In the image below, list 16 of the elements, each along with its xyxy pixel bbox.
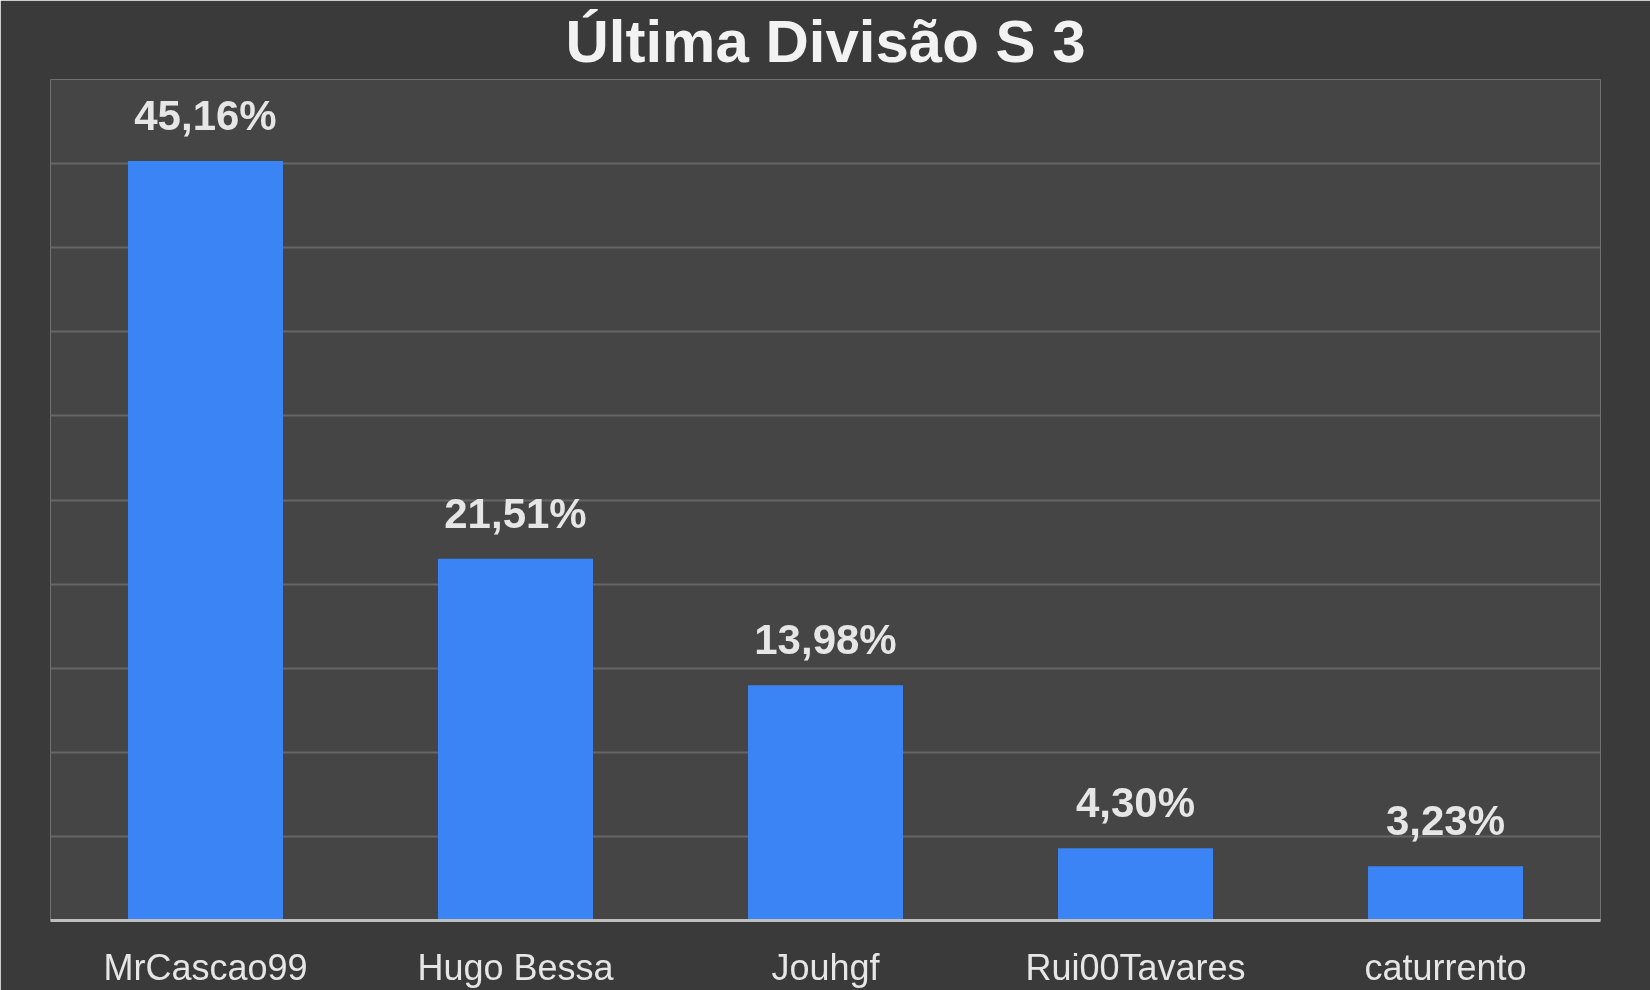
chart-title: Última Divisão S 3 (565, 7, 1086, 75)
x-tick-label: caturrento (1364, 946, 1527, 988)
data-label: 3,23% (1385, 797, 1506, 845)
x-tick-label: Rui00Tavares (1025, 946, 1246, 988)
x-tick-label: MrCascao99 (103, 946, 308, 988)
data-label: 4,30% (1075, 779, 1196, 827)
x-tick-label: Jouhgf (771, 946, 881, 988)
data-label: 45,16% (134, 91, 277, 139)
bar (128, 160, 283, 921)
bar (1368, 866, 1523, 921)
bar (438, 558, 593, 921)
x-tick-label: Hugo Bessa (417, 946, 615, 988)
data-label: 13,98% (754, 616, 897, 664)
data-label: 21,51% (444, 489, 587, 537)
bar (1058, 848, 1213, 921)
bar (748, 685, 903, 921)
